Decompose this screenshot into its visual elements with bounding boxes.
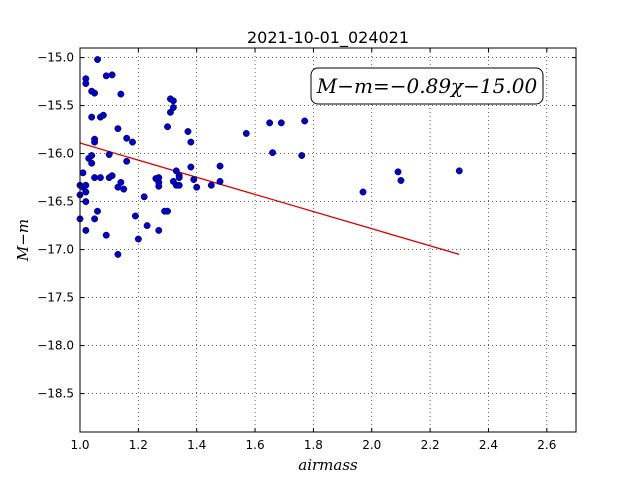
data-point <box>266 119 274 127</box>
data-point <box>184 128 192 135</box>
data-point <box>242 129 250 137</box>
data-point <box>216 177 224 185</box>
x-tick-label: 2.2 <box>421 438 440 452</box>
y-tick-label: −18.0 <box>37 339 74 353</box>
grid-lines <box>79 48 576 432</box>
data-point <box>359 188 367 196</box>
data-point <box>123 134 131 142</box>
x-tick-label: 2.0 <box>362 438 381 452</box>
x-tick-label: 2.6 <box>537 438 556 452</box>
data-point <box>94 207 101 215</box>
data-point <box>82 188 90 196</box>
data-point <box>102 72 110 80</box>
data-point <box>99 111 107 119</box>
data-point <box>301 117 309 125</box>
equation-annotation: M−m=−0.89χ−15.00 <box>310 67 544 105</box>
data-point <box>82 198 90 206</box>
y-tick-label: −15.5 <box>37 99 74 113</box>
data-point <box>277 119 285 127</box>
data-point <box>88 159 96 167</box>
data-point <box>123 157 131 165</box>
data-point <box>131 212 139 220</box>
data-point <box>91 89 99 97</box>
data-point <box>91 174 99 182</box>
data-point <box>117 90 125 98</box>
data-point <box>88 113 96 121</box>
data-point <box>143 222 151 230</box>
data-point <box>102 231 110 239</box>
data-point <box>82 226 90 234</box>
data-point <box>114 250 122 258</box>
data-point <box>82 181 90 189</box>
y-axis-label: M−m <box>14 219 32 262</box>
data-point <box>91 138 99 146</box>
x-tick-label: 1.0 <box>70 438 89 452</box>
data-point <box>190 176 198 183</box>
x-tick-label: 1.8 <box>304 438 323 452</box>
data-point <box>91 215 99 223</box>
data-point <box>175 181 183 189</box>
data-point <box>155 182 163 190</box>
data-point <box>108 172 116 180</box>
chart-title: 2021-10-01_024021 <box>247 28 409 48</box>
y-tick-label: −18.5 <box>37 387 74 401</box>
data-point <box>207 181 215 189</box>
data-point <box>79 169 87 177</box>
y-tick-label: −17.0 <box>37 243 74 257</box>
data-point <box>108 71 116 79</box>
data-point <box>169 104 177 111</box>
plot-frame <box>79 47 577 433</box>
data-point <box>169 97 177 105</box>
data-point <box>298 152 306 159</box>
x-tick-labels: 1.0 1.2 1.4 1.6 1.8 2.0 2.2 2.4 2.6 <box>70 438 556 452</box>
data-point <box>216 162 224 170</box>
x-tick-label: 2.4 <box>479 438 498 452</box>
data-point <box>117 178 125 186</box>
data-point <box>187 138 195 146</box>
x-tick-label: 1.6 <box>246 438 265 452</box>
data-point <box>82 80 90 87</box>
data-point <box>140 193 148 201</box>
data-point <box>455 167 463 175</box>
plot-area <box>80 48 576 432</box>
data-points <box>76 56 463 258</box>
y-tick-label: −17.5 <box>37 291 74 305</box>
annotation-box <box>310 67 544 105</box>
x-tick-label: 1.2 <box>129 438 148 452</box>
data-point <box>187 163 195 171</box>
data-point <box>394 168 402 176</box>
data-point <box>175 174 183 182</box>
data-point <box>134 235 142 243</box>
x-tick-label: 1.4 <box>187 438 206 452</box>
data-point <box>164 123 171 131</box>
data-point <box>193 183 201 191</box>
axis-ticks <box>79 48 576 432</box>
data-point <box>105 151 113 159</box>
data-point <box>120 185 128 193</box>
data-point <box>96 174 104 182</box>
data-point <box>269 149 277 157</box>
y-tick-label: −16.0 <box>37 147 74 161</box>
fit-line <box>79 142 460 256</box>
data-point <box>129 138 136 146</box>
data-point <box>164 207 171 215</box>
data-point <box>397 177 405 184</box>
data-point <box>114 125 122 133</box>
y-tick-label: −15.0 <box>37 51 74 65</box>
y-tick-label: −16.5 <box>37 195 74 209</box>
data-point <box>88 152 96 159</box>
annotation-text: M−m=−0.89χ−15.00 <box>316 74 538 98</box>
data-point <box>94 56 101 63</box>
data-point <box>155 226 163 234</box>
x-axis-label: airmass <box>298 456 358 474</box>
y-tick-labels: −15.0 −15.5 −16.0 −16.5 −17.0 −17.5 −18.0 −18.5 <box>37 51 74 401</box>
regression-line <box>79 142 460 256</box>
